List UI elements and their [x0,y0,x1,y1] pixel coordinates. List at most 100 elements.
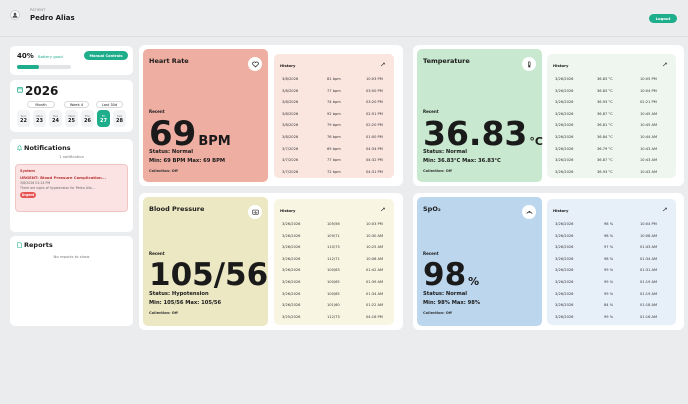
table-row[interactable]: 3/26/2026 99 % 01:19 AM [547,288,676,300]
table-row[interactable]: 3/26/2026 36.81 °C 10:45 AM [547,119,676,131]
table-row[interactable]: 3/26/2026 36.93 °C 02:21 PM [547,96,676,108]
day-22[interactable]: Sun 22 [17,110,30,127]
expand-icon[interactable] [662,207,668,214]
date-cell: 3/26/2026 [555,256,574,261]
temperature-card: Temperature Recent 36.83 °C Status: Norma… [417,49,543,182]
day-24[interactable]: Tue 24 [49,110,62,127]
value-cell: 112/71 [327,256,340,261]
table-row[interactable]: 3/26/2026 36.87 °C 10:43 AM [547,154,676,166]
time-cell: 10:45 AM [640,123,658,128]
table-row[interactable]: 3/26/2026 100/63 01:42 AM [274,264,394,276]
header-divider [0,36,688,37]
heart-rate-panel: Heart Rate Recent 69 BPM Status: Normal M… [139,45,403,186]
table-row[interactable]: 3/26/2026 36.84 °C 10:44 AM [547,131,676,143]
table-row[interactable]: 3/26/2026 84 % 01:18 AM [547,299,676,311]
logout-button[interactable]: Logout [649,14,677,23]
mode-week-button[interactable]: Week 4 [64,101,89,108]
time-cell: 02:51 PM [366,111,383,116]
day-28[interactable]: Sat 28 [113,110,126,127]
table-row[interactable]: 3/26/2026 112/71 10:08 AM [274,253,394,265]
heart-rate-value: 69 BPM [149,117,231,151]
temperature-title: Temperature [423,57,470,65]
temperature-value: 36.83 °C [423,117,543,150]
value-cell: 105/56 [327,222,340,226]
value-cell: 99 % [604,314,614,319]
monitor-icon[interactable] [248,205,262,219]
spo2-value: 98% [423,260,479,291]
battery-bar [17,65,71,69]
value-cell: 79 bpm [327,123,341,128]
table-row[interactable]: 3/8/2026 76 bpm 01:00 PM [274,131,394,143]
day-name: Thu [84,113,91,118]
table-row[interactable]: 3/26/2026 36.79 °C 10:43 AM [547,143,676,155]
heart-rate-history-table: 3/8/2026 81 bpm 10:03 PM 3/8/2026 77 bpm 03:5… [274,73,394,177]
day-number: 28 [116,117,123,124]
value-cell: 36.93 °C [597,169,613,174]
spo2-status: Status: Normal [423,291,468,297]
table-row[interactable]: 3/26/2026 36.93 °C 10:43 AM [547,166,676,178]
table-row[interactable]: 3/26/2026 101/60 01:22 AM [274,299,394,311]
date-cell: 3/26/2026 [282,303,301,308]
table-row[interactable]: 3/26/2026 99 % 01:16 AM [547,311,676,323]
day-26[interactable]: Thu 26 [81,110,94,127]
date-cell: 3/26/2026 [555,222,574,226]
table-row[interactable]: 3/26/2026 36.83 °C 10:05 PM [547,73,676,85]
table-row[interactable]: 3/26/2026 110/73 10:25 AM [274,241,394,253]
mode-last30d-button[interactable]: Last 30d [96,101,123,108]
temperature-history-title: History [553,63,569,68]
day-25[interactable]: Wed 25 [65,110,78,127]
spo2-history-title: History [553,208,569,213]
value-cell: 98 % [604,233,614,238]
table-row[interactable]: 3/8/2026 81 bpm 10:03 PM [274,73,394,85]
table-row[interactable]: 3/26/2026 99 % 01:19 AM [547,276,676,288]
blood-pressure-title: Blood Pressure [149,205,205,213]
date-cell: 3/7/2026 [282,146,299,151]
value-cell: 98 % [604,222,614,226]
table-row[interactable]: 3/26/2026 100/65 01:34 AM [274,288,394,300]
table-row[interactable]: 3/26/2026 36.87 °C 10:45 AM [547,108,676,120]
reports-card: Reports No reports to show [10,236,133,326]
temperature-history: History 3/26/2026 36.83 °C 10:05 PM 3/26/20… [547,54,676,178]
table-row[interactable]: 3/26/2026 98 % 01:34 AM [547,253,676,265]
value-cell: 84 % [604,303,614,308]
table-row[interactable]: 3/25/2026 112/73 04:18 PM [274,311,394,323]
table-row[interactable]: 3/26/2026 98 % 10:08 AM [547,230,676,242]
battery-status: Battery good [38,54,63,59]
expand-icon[interactable] [662,62,668,69]
day-27[interactable]: Fri 27 [97,110,110,127]
date-cell: 3/25/2026 [282,314,301,319]
time-cell: 10:25 AM [366,245,384,250]
oximeter-icon[interactable] [522,205,536,219]
heart-rate-history-title: History [280,63,296,68]
table-row[interactable]: 3/26/2026 109/71 10:30 AM [274,230,394,242]
expand-icon[interactable] [380,62,386,69]
table-row[interactable]: 3/8/2026 74 bpm 03:20 PM [274,96,394,108]
table-row[interactable]: 3/7/2026 69 bpm 04:34 PM [274,143,394,155]
table-row[interactable]: 3/8/2026 79 bpm 02:20 PM [274,119,394,131]
thermometer-icon[interactable] [522,57,536,71]
notification-item[interactable]: System URGENT: Blood Pressure Complicati… [15,164,128,212]
heart-icon[interactable] [248,57,262,71]
heart-rate-history: History 3/8/2026 81 bpm 10:03 PM 3/8/2026 77… [274,54,394,178]
table-row[interactable]: 3/8/2026 77 bpm 03:50 PM [274,85,394,97]
table-row[interactable]: 3/26/2026 98 % 10:04 PM [547,218,676,230]
day-23[interactable]: Mon 23 [33,110,46,127]
value-cell: 36.87 °C [597,111,613,116]
date-cell: 3/8/2026 [282,77,299,81]
expand-icon[interactable] [380,207,386,214]
mode-month-button[interactable]: Month [27,101,55,108]
avatar[interactable] [10,10,20,20]
patient-label: PATIENT [30,8,46,12]
manual-controls-button[interactable]: Manual Controls [84,51,128,60]
time-cell: 10:04 PM [640,88,657,93]
table-row[interactable]: 3/26/2026 36.83 °C 10:04 PM [547,85,676,97]
table-row[interactable]: 3/7/2026 77 bpm 04:32 PM [274,154,394,166]
table-row[interactable]: 3/8/2026 92 bpm 02:51 PM [274,108,394,120]
table-row[interactable]: 3/26/2026 105/56 10:03 PM [274,218,394,230]
table-row[interactable]: 3/26/2026 99 % 01:31 AM [547,264,676,276]
table-row[interactable]: 3/26/2026 97 % 01:43 AM [547,241,676,253]
table-row[interactable]: 3/7/2026 72 bpm 04:31 PM [274,166,394,178]
table-row[interactable]: 3/26/2026 100/65 01:39 AM [274,276,394,288]
date-cell: 3/26/2026 [555,314,574,319]
time-cell: 10:30 AM [366,233,384,238]
